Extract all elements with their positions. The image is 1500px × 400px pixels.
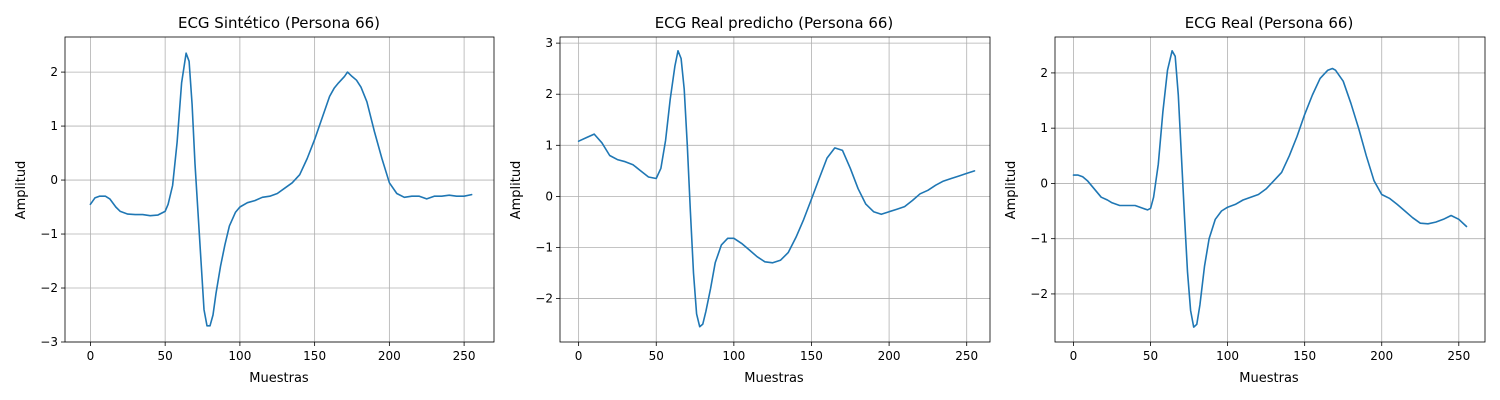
x-axis-label: Muestras: [1239, 371, 1299, 386]
x-axis-label: Muestras: [249, 371, 309, 386]
y-tick-label: −1: [40, 227, 58, 241]
y-ticks: −2 −1 0 1 2: [1030, 66, 1055, 301]
x-tick-label: 200: [378, 349, 401, 363]
y-axis-label: Amplitud: [509, 161, 524, 220]
y-tick-label: 3: [545, 36, 553, 50]
x-tick-label: 200: [878, 349, 901, 363]
x-tick-label: 250: [453, 349, 476, 363]
y-axis-label: Amplitud: [1004, 161, 1019, 220]
x-tick-label: 200: [1370, 349, 1393, 363]
x-ticks: 0 50 100 150 200 250: [1070, 342, 1470, 363]
y-tick-label: −2: [40, 281, 58, 295]
grid-lines: [560, 37, 990, 342]
x-tick-label: 150: [1293, 349, 1316, 363]
chart-title: ECG Real predicho (Persona 66): [655, 14, 894, 32]
chart-title: ECG Sintético (Persona 66): [178, 14, 380, 32]
series-line: [1072, 50, 1468, 328]
chart-panel-real-predicted: ECG Real predicho (Persona 66) 0 50 100 150…: [509, 14, 991, 386]
y-tick-label: 2: [50, 65, 58, 79]
y-tick-label: 0: [545, 189, 553, 203]
axes-frame: [64, 36, 495, 343]
y-tick-label: 1: [1040, 121, 1048, 135]
y-tick-label: 1: [545, 138, 553, 152]
y-tick-label: 2: [545, 87, 553, 101]
x-tick-label: 50: [649, 349, 664, 363]
y-tick-label: −2: [1030, 287, 1048, 301]
x-tick-label: 250: [1447, 349, 1470, 363]
y-tick-label: −1: [1030, 232, 1048, 246]
x-tick-label: 150: [303, 349, 326, 363]
y-ticks: −2 −1 0 1 2 3: [535, 36, 560, 306]
chart-title: ECG Real (Persona 66): [1185, 14, 1354, 32]
x-tick-label: 0: [1070, 349, 1078, 363]
x-tick-label: 50: [158, 349, 173, 363]
y-tick-label: −2: [535, 292, 553, 306]
y-tick-label: 0: [50, 173, 58, 187]
y-tick-label: 0: [1040, 176, 1048, 190]
x-axis-label: Muestras: [744, 371, 804, 386]
x-tick-label: 100: [722, 349, 745, 363]
chart-panel-real: ECG Real (Persona 66) 0 50 100 150 200 250 −2…: [1004, 14, 1486, 386]
grid-lines: [65, 37, 494, 343]
series-line: [577, 50, 976, 328]
axes-frame: [559, 36, 991, 343]
y-tick-label: 1: [50, 119, 58, 133]
axes-frame: [1054, 36, 1486, 343]
x-tick-label: 0: [87, 349, 95, 363]
y-axis-label: Amplitud: [14, 161, 29, 220]
x-tick-label: 250: [955, 349, 978, 363]
y-ticks: −3 −2 −1 0 1 2: [40, 65, 65, 349]
x-tick-label: 100: [228, 349, 251, 363]
grid-lines: [1055, 37, 1485, 342]
x-ticks: 0 50 100 150 200 250: [575, 342, 978, 363]
x-tick-label: 100: [1216, 349, 1239, 363]
y-tick-label: −1: [535, 240, 553, 254]
x-tick-label: 50: [1143, 349, 1158, 363]
y-tick-label: −3: [40, 335, 58, 349]
chart-panel-synthetic: ECG Sintético (Persona 66) 0 50 100 150 200 2…: [14, 14, 495, 386]
x-tick-label: 0: [575, 349, 583, 363]
series-line: [89, 52, 473, 327]
y-tick-label: 2: [1040, 66, 1048, 80]
x-ticks: 0 50 100 150 200 250: [87, 342, 476, 363]
x-tick-label: 150: [800, 349, 823, 363]
